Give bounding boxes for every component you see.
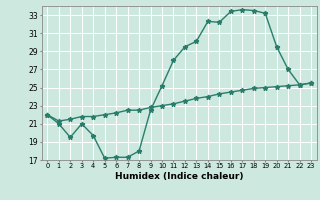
X-axis label: Humidex (Indice chaleur): Humidex (Indice chaleur) [115,172,244,181]
